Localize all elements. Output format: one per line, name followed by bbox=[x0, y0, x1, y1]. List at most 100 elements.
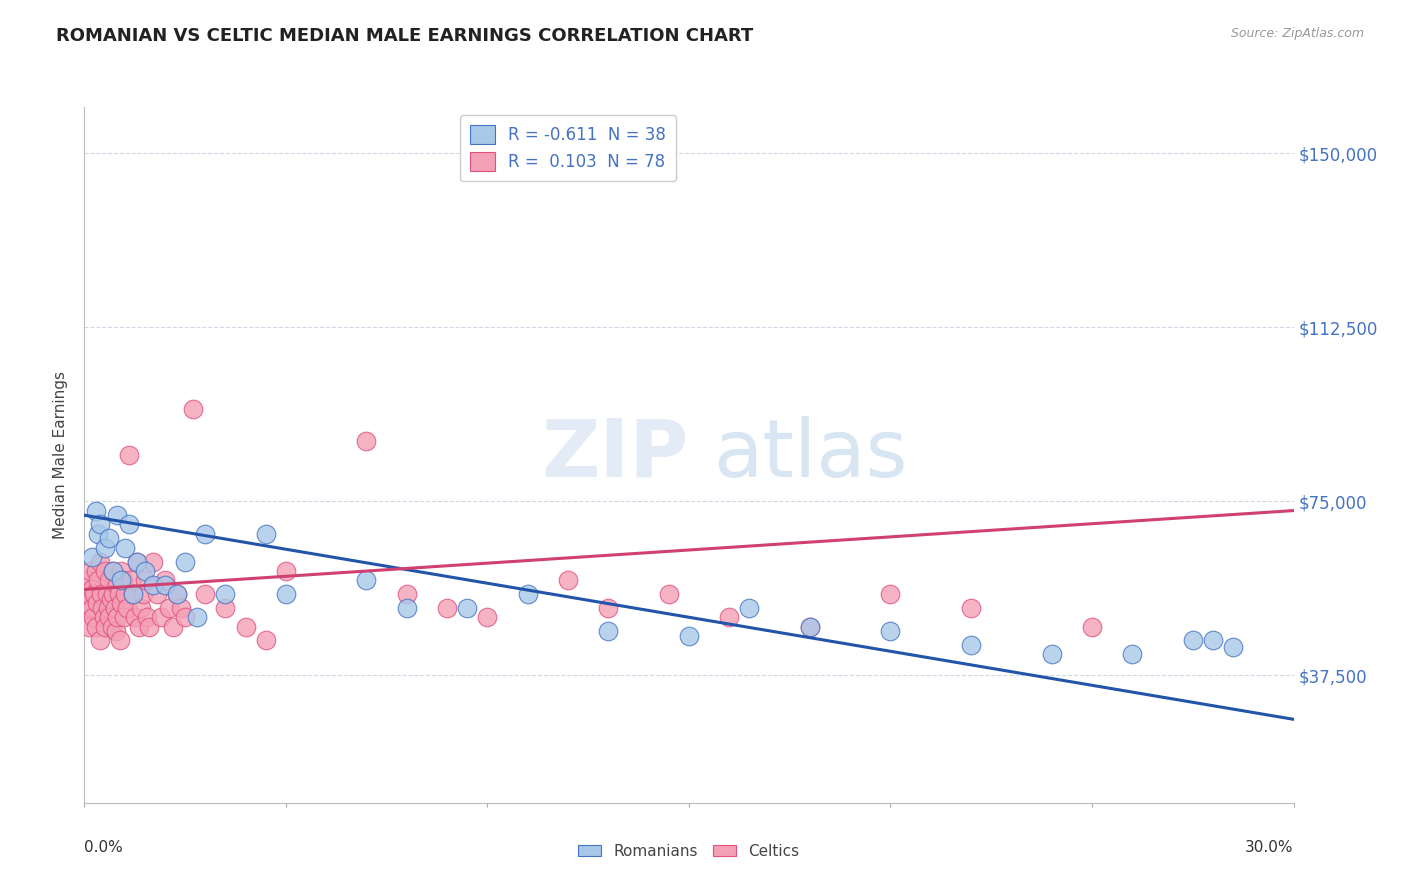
Point bbox=[105, 508, 128, 523]
Point bbox=[153, 573, 176, 587]
Point bbox=[101, 564, 124, 578]
Point bbox=[436, 601, 458, 615]
Point bbox=[1202, 633, 1225, 648]
Point bbox=[186, 610, 208, 624]
Point bbox=[77, 619, 100, 633]
Point bbox=[194, 587, 217, 601]
Point bbox=[104, 601, 127, 615]
Point bbox=[125, 555, 148, 569]
Point bbox=[456, 601, 478, 615]
Point bbox=[93, 541, 115, 555]
Point bbox=[90, 587, 112, 601]
Point bbox=[104, 624, 127, 639]
Point bbox=[477, 610, 499, 624]
Point bbox=[718, 610, 741, 624]
Point bbox=[79, 564, 101, 578]
Point bbox=[118, 517, 141, 532]
Point bbox=[107, 587, 129, 601]
Point bbox=[879, 624, 901, 639]
Text: Source: ZipAtlas.com: Source: ZipAtlas.com bbox=[1230, 27, 1364, 40]
Point bbox=[86, 596, 108, 610]
Point bbox=[194, 526, 217, 541]
Point bbox=[89, 517, 111, 532]
Point bbox=[960, 601, 983, 615]
Point bbox=[174, 555, 197, 569]
Point bbox=[274, 587, 297, 601]
Point bbox=[97, 573, 120, 587]
Point bbox=[82, 549, 104, 564]
Point bbox=[97, 532, 120, 546]
Y-axis label: Median Male Earnings: Median Male Earnings bbox=[53, 371, 69, 539]
Point bbox=[107, 610, 129, 624]
Point bbox=[356, 573, 378, 587]
Point bbox=[93, 564, 115, 578]
Point bbox=[138, 619, 160, 633]
Point bbox=[166, 587, 188, 601]
Text: 30.0%: 30.0% bbox=[1246, 840, 1294, 855]
Point bbox=[738, 601, 761, 615]
Point bbox=[1181, 633, 1204, 648]
Point bbox=[120, 573, 142, 587]
Legend: Romanians, Celtics: Romanians, Celtics bbox=[572, 838, 806, 864]
Point bbox=[108, 633, 131, 648]
Point bbox=[125, 555, 148, 569]
Point bbox=[395, 601, 418, 615]
Point bbox=[395, 587, 418, 601]
Point bbox=[89, 633, 111, 648]
Point bbox=[82, 582, 104, 597]
Point bbox=[118, 448, 141, 462]
Point bbox=[1222, 640, 1244, 655]
Point bbox=[103, 587, 125, 601]
Point bbox=[166, 587, 188, 601]
Point bbox=[110, 596, 132, 610]
Point bbox=[76, 601, 98, 615]
Point bbox=[86, 503, 108, 517]
Point bbox=[356, 434, 378, 448]
Point bbox=[134, 564, 156, 578]
Point bbox=[77, 587, 100, 601]
Point bbox=[110, 564, 132, 578]
Point bbox=[129, 601, 152, 615]
Point bbox=[135, 610, 157, 624]
Point bbox=[84, 619, 107, 633]
Point bbox=[124, 610, 146, 624]
Point bbox=[114, 541, 136, 555]
Point bbox=[93, 610, 115, 624]
Point bbox=[678, 629, 700, 643]
Point bbox=[170, 601, 193, 615]
Point bbox=[254, 526, 277, 541]
Point bbox=[153, 578, 176, 592]
Point bbox=[658, 587, 681, 601]
Point bbox=[105, 578, 128, 592]
Point bbox=[87, 573, 110, 587]
Point bbox=[960, 638, 983, 652]
Point bbox=[254, 633, 277, 648]
Point bbox=[101, 564, 124, 578]
Point bbox=[80, 601, 103, 615]
Point bbox=[114, 587, 136, 601]
Point bbox=[181, 401, 204, 416]
Point bbox=[121, 587, 143, 601]
Point bbox=[115, 601, 138, 615]
Point bbox=[83, 587, 105, 601]
Point bbox=[134, 573, 156, 587]
Point bbox=[97, 601, 120, 615]
Text: atlas: atlas bbox=[713, 416, 907, 494]
Point bbox=[94, 619, 117, 633]
Point bbox=[112, 610, 135, 624]
Point bbox=[146, 587, 169, 601]
Point bbox=[121, 587, 143, 601]
Text: ROMANIAN VS CELTIC MEDIAN MALE EARNINGS CORRELATION CHART: ROMANIAN VS CELTIC MEDIAN MALE EARNINGS … bbox=[56, 27, 754, 45]
Point bbox=[149, 610, 172, 624]
Point bbox=[96, 587, 118, 601]
Point bbox=[174, 610, 197, 624]
Point bbox=[516, 587, 538, 601]
Point bbox=[274, 564, 297, 578]
Point bbox=[87, 526, 110, 541]
Point bbox=[214, 587, 236, 601]
Point bbox=[110, 573, 132, 587]
Point bbox=[89, 555, 111, 569]
Point bbox=[1040, 648, 1063, 662]
Point bbox=[879, 587, 901, 601]
Point bbox=[98, 610, 121, 624]
